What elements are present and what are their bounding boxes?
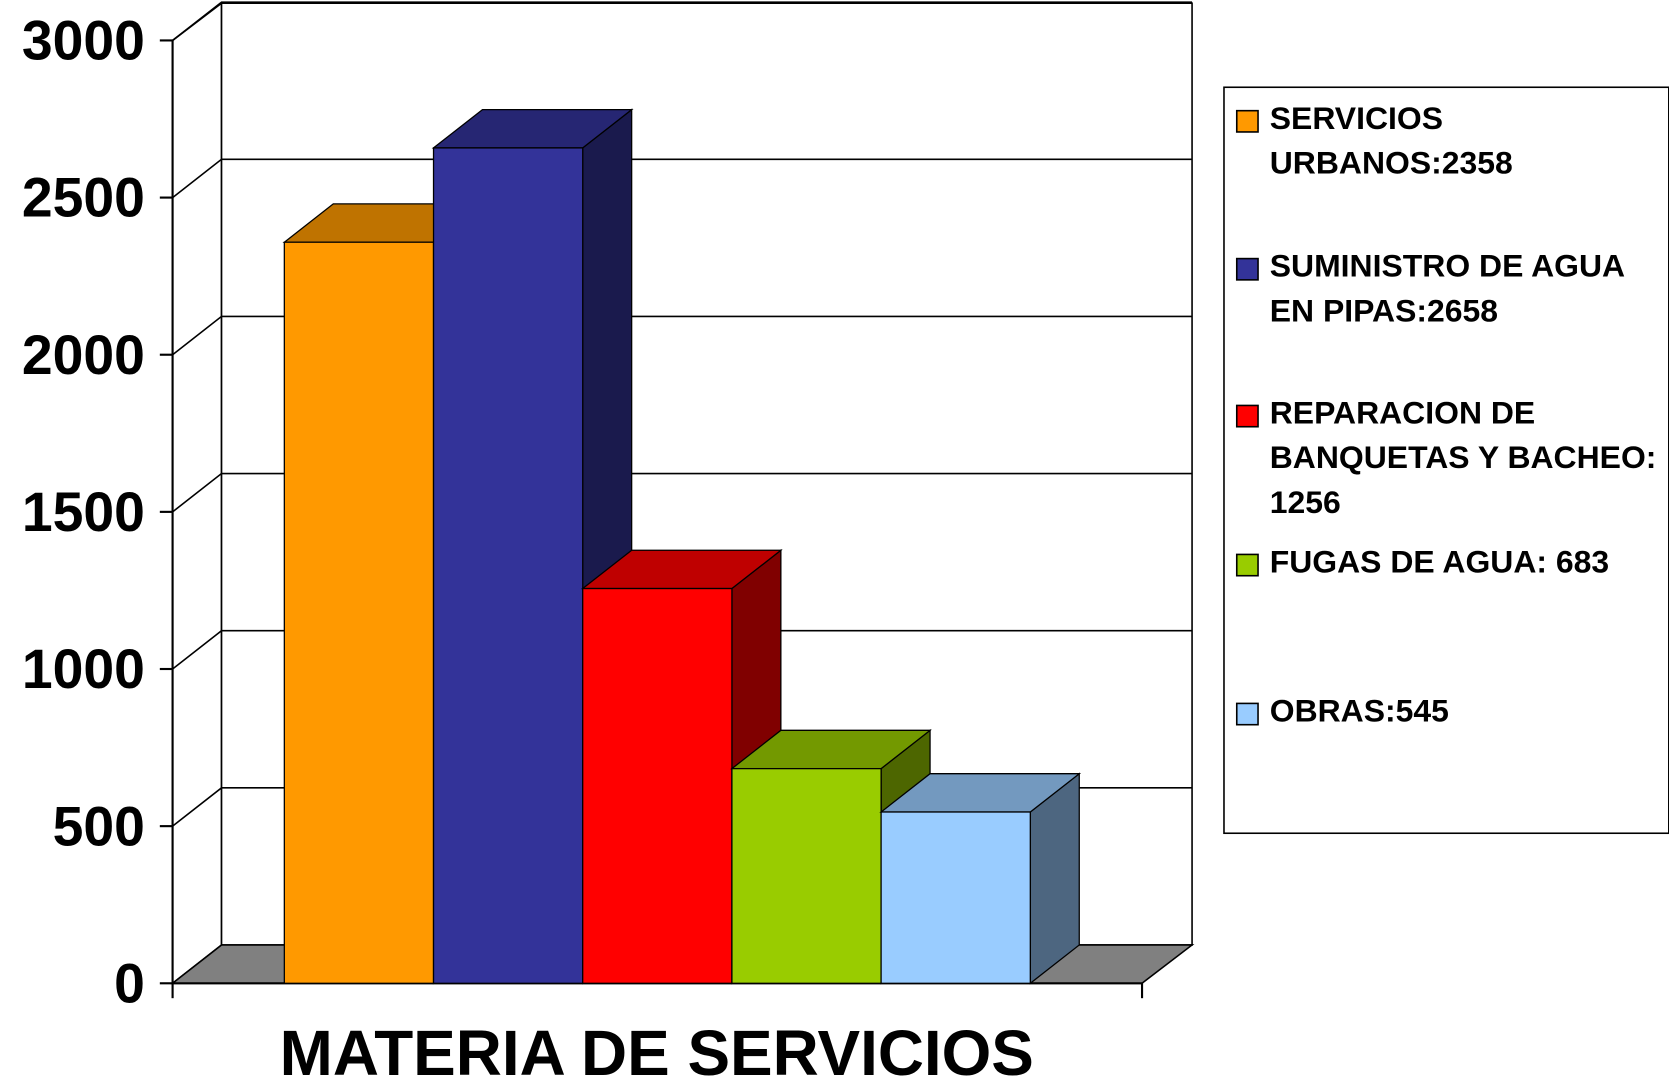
legend-label: SUMINISTRO DE AGUA EN PIPAS:2658 bbox=[1269, 249, 1624, 329]
bar-front bbox=[582, 587, 733, 984]
bars bbox=[282, 108, 1082, 985]
bar-front bbox=[283, 241, 435, 984]
legend: SERVICIOS URBANOS:2358 SUMINISTRO DE AGUA… bbox=[1235, 101, 1657, 729]
legend-swatch bbox=[1235, 257, 1259, 281]
legend-label: SERVICIOS URBANOS:2358 bbox=[1269, 101, 1513, 181]
grid: 0 500 1000 1500 2000 2500 3000 bbox=[22, 1, 1193, 1014]
bar-front bbox=[731, 767, 882, 984]
x-axis-label: MATERIA DE SERVICIOS bbox=[280, 1017, 1034, 1078]
y-tick-label: 1000 bbox=[22, 638, 145, 700]
bar bbox=[431, 108, 634, 985]
legend-entry: FUGAS DE AGUA: 683 bbox=[1269, 544, 1610, 580]
legend-entry: REPARACION DE BANQUETAS Y BACHEO: 1256 bbox=[1269, 395, 1657, 521]
y-tick-label: 2000 bbox=[22, 324, 145, 386]
legend-box bbox=[1223, 86, 1669, 835]
legend-entry: SERVICIOS URBANOS:2358 bbox=[1269, 101, 1513, 181]
legend-swatch bbox=[1235, 109, 1259, 133]
y-tick-label: 500 bbox=[53, 795, 145, 857]
legend-label: REPARACION DE BANQUETAS Y BACHEO: 1256 bbox=[1269, 395, 1657, 521]
legend-entry: OBRAS:545 bbox=[1269, 693, 1449, 729]
bar bbox=[879, 772, 1082, 985]
y-tick-label: 1500 bbox=[22, 481, 145, 543]
grid-line bbox=[172, 1, 1193, 42]
bar-front bbox=[880, 811, 1031, 984]
grid-line bbox=[172, 472, 1193, 513]
legend-entry: SUMINISTRO DE AGUA EN PIPAS:2658 bbox=[1269, 249, 1624, 329]
legend-swatch bbox=[1235, 553, 1259, 577]
grid-line bbox=[172, 629, 1193, 670]
y-tick-label: 3000 bbox=[22, 10, 145, 72]
grid-line bbox=[172, 158, 1193, 199]
bar-front bbox=[432, 147, 584, 984]
legend-swatch bbox=[1235, 404, 1259, 428]
legend-swatch bbox=[1235, 702, 1259, 726]
y-tick-label: 0 bbox=[114, 952, 145, 1014]
grid-line bbox=[172, 315, 1193, 356]
legend-label: OBRAS:545 bbox=[1269, 693, 1449, 729]
legend-label: FUGAS DE AGUA: 683 bbox=[1269, 544, 1610, 580]
y-tick-label: 2500 bbox=[22, 167, 145, 229]
